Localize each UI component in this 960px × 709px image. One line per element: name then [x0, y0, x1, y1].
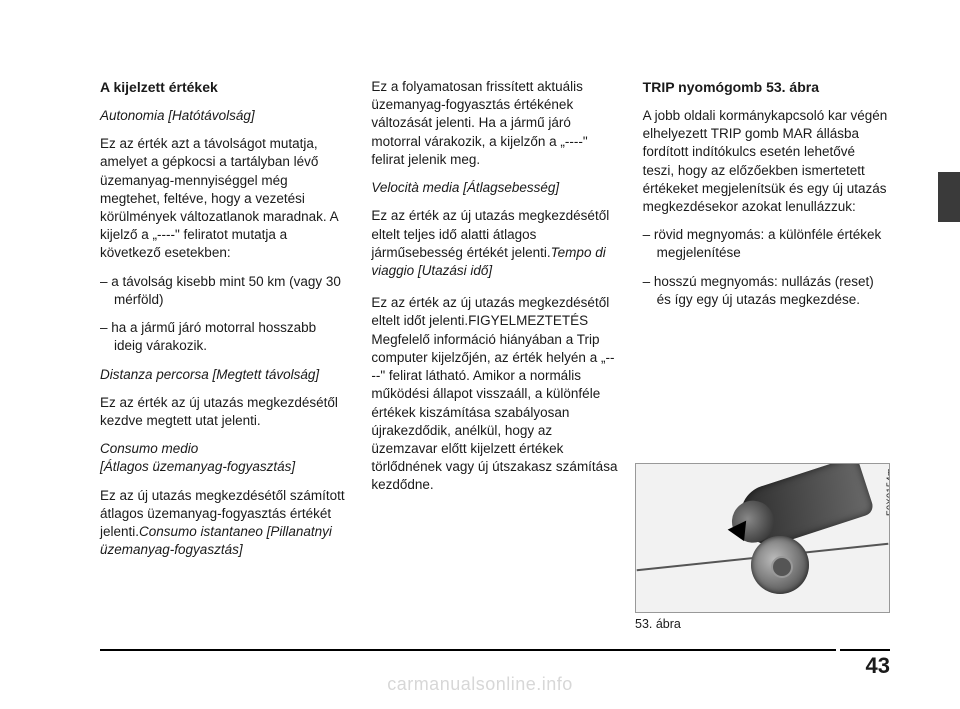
col1-bullet-2: – ha a jármű járó motorral hosszabb idei… [100, 319, 347, 355]
figure-stalk [733, 463, 875, 553]
col2-p3: Ez az érték az új utazás megkezdésétől e… [371, 207, 618, 280]
col3-bullet-2: – hosszú megnyomás: nullázás (reset) és … [643, 273, 890, 309]
section-tab-marker [938, 172, 960, 222]
figure-53: F0X0154m 53. ábra [635, 463, 890, 631]
col3-p1: A jobb oldali kormánykapcsoló kar végén … [643, 107, 890, 216]
col2-p1: Ez a folyamatosan frissített aktuális üz… [371, 78, 618, 169]
col1-heading: A kijelzett értékek [100, 78, 347, 97]
column-2: Ez a folyamatosan frissített aktuális üz… [371, 78, 618, 569]
col1-bullet-1: – a távolság kisebb mint 50 km (vagy 30 … [100, 273, 347, 309]
column-1: A kijelzett értékek Autonomia [Hatótávol… [100, 78, 347, 569]
manual-page: A kijelzett értékek Autonomia [Hatótávol… [0, 0, 960, 709]
col1-consumo-text: Ez az új utazás megkezdésétől számított … [100, 487, 347, 560]
bottom-rule [100, 649, 890, 651]
figure-caption: 53. ábra [635, 617, 890, 631]
col3-bullet-1: – rövid megnyomás: a különféle értékek m… [643, 226, 890, 262]
col3-heading: TRIP nyomógomb 53. ábra [643, 78, 890, 97]
figure-53-image: F0X0154m [635, 463, 890, 613]
col1-autonomia-text: Ez az érték azt a távolságot mutatja, am… [100, 135, 347, 263]
col1-distanza-label: Distanza percorsa [Megtett távolság] [100, 366, 347, 384]
watermark: carmanualsonline.info [0, 674, 960, 695]
col1-distanza-text: Ez az érték az új utazás megkezdésétől k… [100, 394, 347, 430]
col2-velocita-label: Velocità media [Átlagsebesség] [371, 179, 618, 197]
col2-p4: Ez az érték az új utazás megkezdésétől e… [371, 294, 618, 494]
figure-code: F0X0154m [885, 468, 890, 516]
col1-autonomia-label: Autonomia [Hatótávolság] [100, 107, 347, 125]
figure-ignition-knob [751, 536, 809, 594]
col1-consumo-medio-label: Consumo medio [Átlagos üzemanyag-fogyasz… [100, 440, 347, 476]
